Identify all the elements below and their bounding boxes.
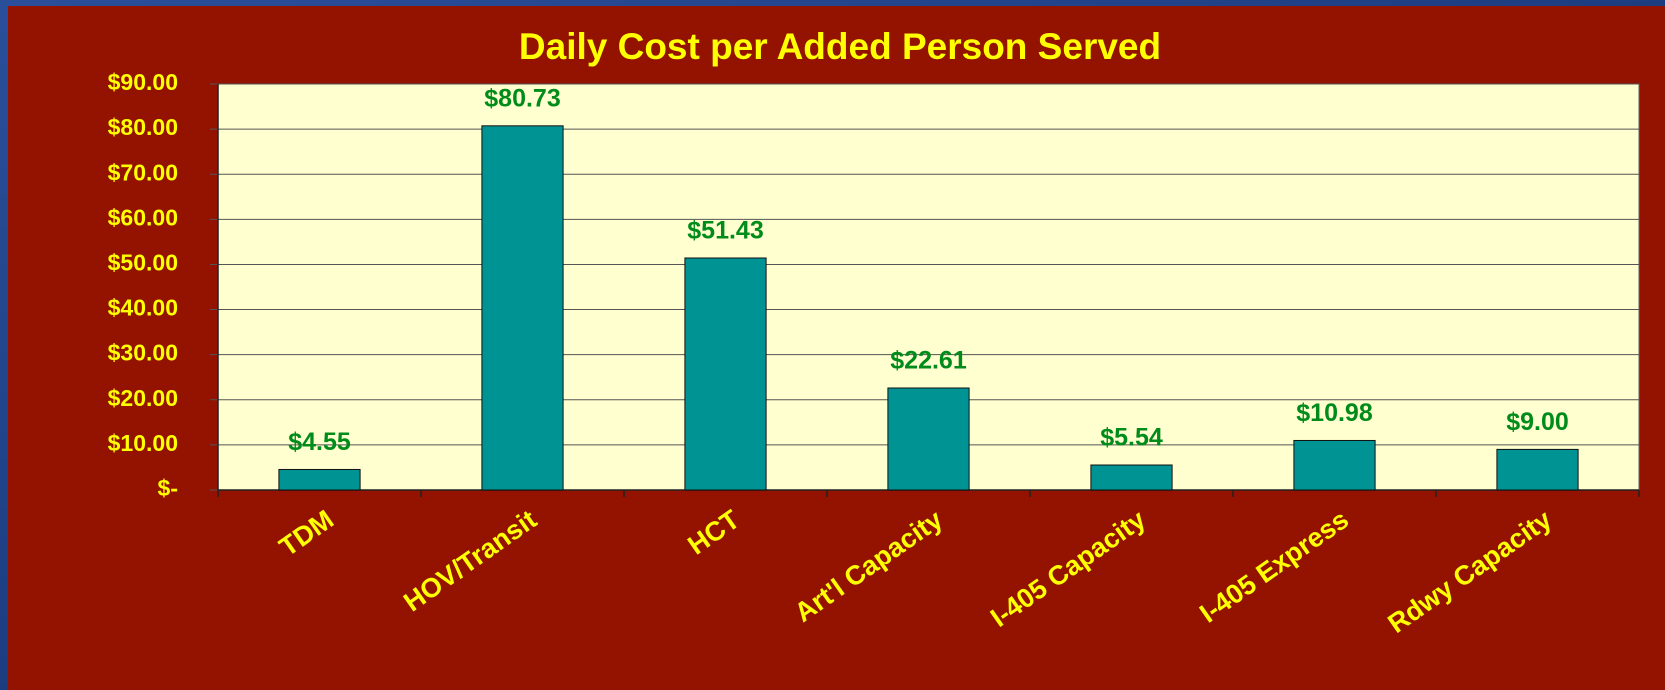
- y-tick-label: $90.00: [108, 69, 178, 95]
- bar: [1293, 439, 1376, 491]
- bar: [1090, 464, 1173, 491]
- value-label: $10.98: [1296, 399, 1373, 427]
- y-tick-label: $20.00: [108, 385, 178, 411]
- value-label: $22.61: [890, 347, 967, 375]
- value-label: $4.55: [288, 428, 351, 456]
- y-tick-label: $60.00: [108, 204, 178, 230]
- y-tick-label: $80.00: [108, 114, 178, 140]
- y-tick-label: $50.00: [108, 250, 178, 276]
- y-tick-label: $40.00: [108, 295, 178, 321]
- value-label: $5.54: [1100, 424, 1163, 452]
- y-tick-label: $70.00: [108, 159, 178, 185]
- bar: [887, 387, 970, 491]
- value-label: $80.73: [484, 84, 560, 112]
- y-tick-label: $10.00: [108, 430, 178, 456]
- bar: [278, 468, 361, 491]
- y-tick-label: $30.00: [108, 340, 178, 366]
- value-label: $9.00: [1506, 408, 1569, 436]
- bar: [481, 125, 564, 491]
- value-label: $51.43: [687, 217, 763, 245]
- chart-title: Daily Cost per Added Person Served: [519, 26, 1161, 67]
- y-tick-label: $-: [158, 475, 178, 501]
- bar: [1496, 448, 1579, 491]
- bar: [684, 257, 767, 491]
